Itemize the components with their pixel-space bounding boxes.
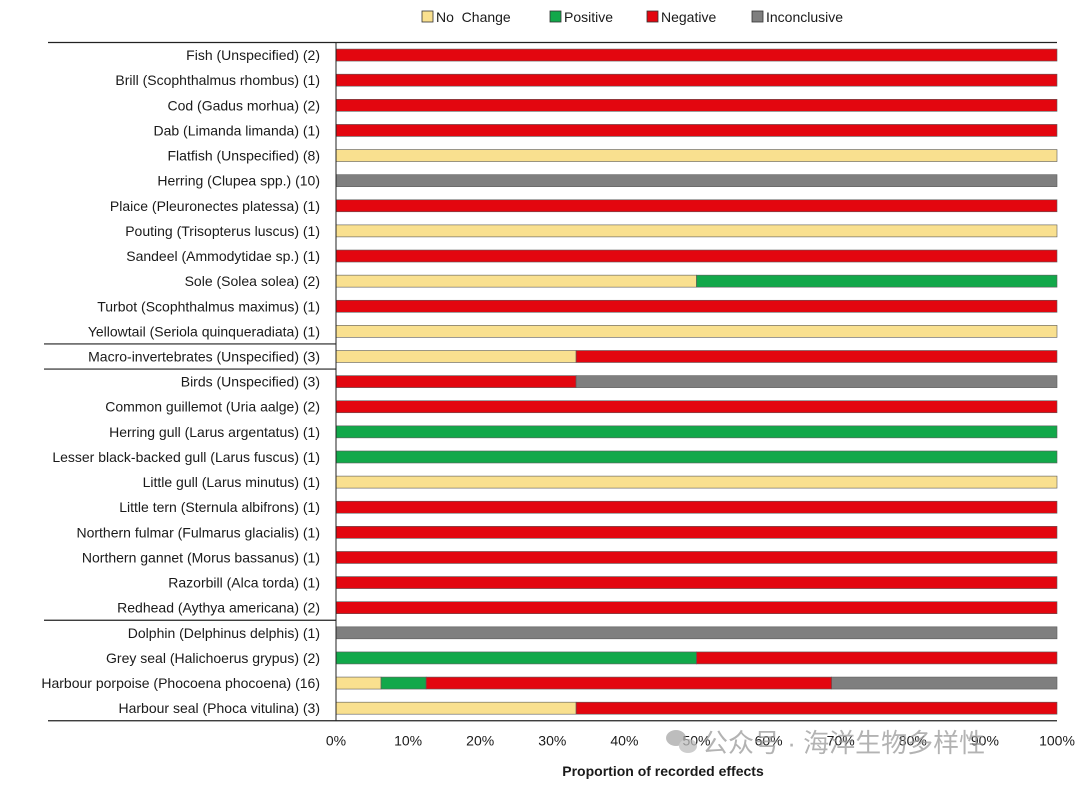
bar-segment-positive [335,425,1058,439]
bar-segment-negative [335,400,1058,414]
category-label: Flatfish (Unspecified) (8) [168,148,321,164]
x-tick-label: 60% [755,733,783,749]
category-label: Dab (Limanda limanda) (1) [153,122,320,138]
bar-segment-inconclusive [831,676,1058,690]
bar-segment-no-change [335,149,1058,162]
legend-swatch [549,10,562,23]
bar-segment-negative [335,48,1058,62]
bar-segment-negative [335,199,1058,213]
category-label: Pouting (Trisopterus luscus) (1) [125,223,320,239]
category-label: Sandeel (Ammodytidae sp.) (1) [126,248,320,264]
bar-segment-negative [335,551,1058,564]
category-label: Herring (Clupea spp.) (10) [157,173,320,189]
category-label: Razorbill (Alca torda) (1) [168,575,320,591]
legend-swatch [751,10,764,23]
bar-segment-negative [335,299,1058,313]
category-label: Grey seal (Halichoerus grypus) (2) [106,650,320,666]
category-label: Herring gull (Larus argentatus) (1) [109,424,320,440]
category-label: Sole (Solea solea) (2) [185,273,320,289]
category-labels: Fish (Unspecified) (2) Brill (Scophthalmu… [41,47,320,716]
bar-segment-negative [335,73,1058,87]
watermark: 公众号 · 海洋生物多样性 [666,728,985,758]
x-tick-label: 100% [1039,733,1075,749]
bar-segment-positive [380,676,427,690]
x-tick-labels: 0% 10% 20% 30% 40% 50% 60% 70% 80% 90% 100% [326,733,1075,749]
watermark-text: 公众号 · 海洋生物多样性 [702,728,985,758]
bar-segment-negative [335,99,1058,112]
bar-segment-inconclusive [575,375,1058,388]
category-label: Little tern (Sternula albifrons) (1) [119,499,320,515]
bar-segment-inconclusive [335,174,1058,187]
bar-segment-negative [335,500,1058,514]
category-label: Fish (Unspecified) (2) [186,47,320,63]
bar-segment-negative [335,526,1058,539]
category-label: Brill (Scophthalmus rhombus) (1) [115,72,320,88]
x-tick-label: 90% [971,733,999,749]
legend-label: Negative [661,9,716,25]
bar-segment-negative [335,601,1058,615]
x-tick-label: 10% [394,733,422,749]
bars [335,48,1058,715]
bar-segment-positive [696,274,1058,288]
bar-segment-no-change [335,475,1058,489]
axis-lines [44,41,1057,722]
category-label: Birds (Unspecified) (3) [181,374,320,390]
bar-segment-no-change [335,701,577,715]
bar-segment-positive [335,651,697,665]
bar-segment-no-change [335,676,382,690]
bar-segment-negative [335,576,1058,589]
category-label: Lesser black-backed gull (Larus fuscus) … [52,449,320,465]
x-tick-label: 80% [899,733,927,749]
x-tick-label: 30% [538,733,566,749]
legend-label: No Change [436,9,511,25]
bar-segment-no-change [335,325,1058,338]
x-tick-label: 70% [827,733,855,749]
legend-swatch [421,10,434,23]
x-tick-label: 40% [610,733,638,749]
category-label: Plaice (Pleuronectes platessa) (1) [110,198,320,214]
x-tick-label: 20% [466,733,494,749]
bar-segment-no-change [335,274,697,288]
category-label: Northern fulmar (Fulmarus glacialis) (1) [76,524,320,540]
bar-segment-negative [425,676,832,690]
bar-segment-negative [575,701,1058,715]
category-label: Northern gannet (Morus bassanus) (1) [82,549,320,565]
bar-segment-negative [335,375,577,388]
category-label: Harbour seal (Phoca vitulina) (3) [118,700,320,716]
bar-segment-positive [335,450,1058,464]
category-label: Turbot (Scophthalmus maximus) (1) [97,298,320,314]
x-tick-label: 0% [326,733,346,749]
legend-swatch [646,10,659,23]
x-axis-title: Proportion of recorded effects [562,763,764,779]
bar-segment-negative [575,350,1058,363]
bar-segment-negative [696,651,1058,665]
category-label: Little gull (Larus minutus) (1) [143,474,320,490]
legend: No Change Positive Negative Inconclusive [421,9,843,25]
category-label: Common guillemot (Uria aalge) (2) [105,399,320,415]
category-label: Redhead (Aythya americana) (2) [117,600,320,616]
category-label: Dolphin (Delphinus delphis) (1) [128,625,320,641]
legend-label: Positive [564,9,613,25]
bar-segment-negative [335,249,1058,263]
legend-label: Inconclusive [766,9,843,25]
category-label: Harbour porpoise (Phocoena phocoena) (16… [41,675,320,691]
bar-segment-negative [335,124,1058,137]
bar-segment-no-change [335,350,577,363]
bar-segment-inconclusive [335,626,1058,640]
category-label: Yellowtail (Seriola quinqueradiata) (1) [88,323,320,339]
bar-segment-no-change [335,224,1058,238]
wechat-bubble-icon [666,730,697,753]
category-label: Cod (Gadus morhua) (2) [167,97,320,113]
category-label: Macro-invertebrates (Unspecified) (3) [88,349,320,365]
